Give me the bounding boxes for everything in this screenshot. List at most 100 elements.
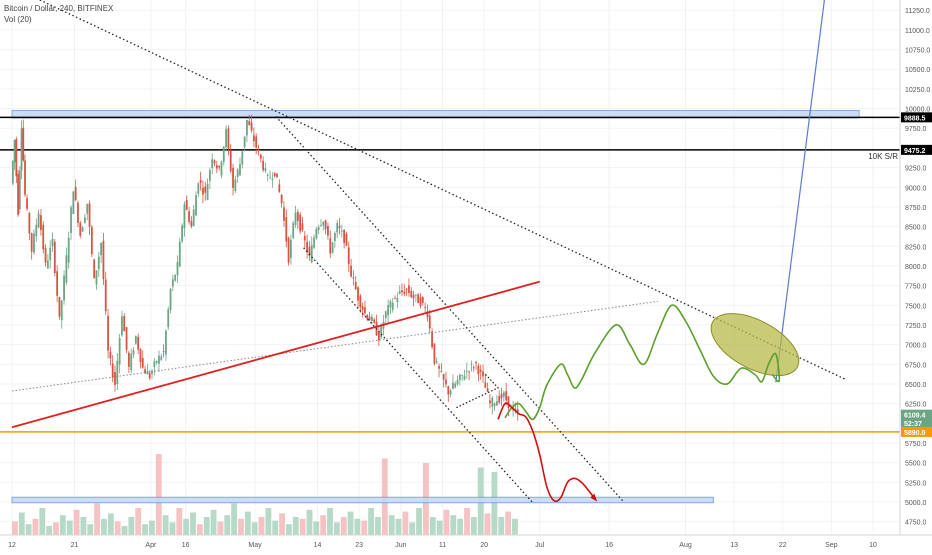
candle-body: [507, 396, 510, 409]
volume-bar: [155, 454, 162, 535]
candle-body: [331, 242, 334, 253]
time-tick-label: May: [248, 542, 262, 549]
candle-body: [306, 241, 309, 253]
red-trendline: [11, 280, 540, 429]
volume-bar: [333, 522, 340, 535]
candle-body: [280, 194, 283, 204]
candle-body: [479, 369, 482, 372]
candle-body: [46, 260, 49, 269]
candle-body: [141, 358, 144, 368]
volume-bar: [114, 521, 121, 535]
price-tick-label: 6250.0: [905, 402, 927, 409]
candle-body: [188, 211, 190, 222]
candle-body: [15, 139, 18, 177]
candle-body: [516, 409, 519, 413]
candle-body: [257, 149, 260, 151]
time-tick-label: 21: [71, 542, 79, 549]
candle-body: [49, 247, 52, 261]
candle-body: [206, 183, 209, 200]
candle-body: [421, 297, 424, 303]
candle-body: [394, 297, 396, 299]
volume-bar: [464, 508, 470, 535]
candle-body: [259, 154, 262, 159]
price-axis[interactable]: 11250.0 11000.0 10750.0 10500.0 10250.0 10000…: [899, 0, 932, 535]
candle-body: [299, 214, 302, 232]
candle-body: [468, 371, 471, 373]
red-arrow-head: [590, 493, 598, 502]
volume-bar: [59, 515, 66, 535]
price-tick-label: 6500.0: [905, 382, 927, 389]
volume-bar: [196, 524, 203, 535]
time-axis[interactable]: 12 21 Apr 16 May 14 23 Jun 11 20 Jul 16 Aug 13 22 Sep 10: [0, 534, 932, 549]
time-tick-label: 23: [355, 542, 363, 549]
volume-bar: [94, 503, 101, 535]
candle-body: [255, 136, 258, 148]
volume-bar: [450, 515, 457, 535]
price-tick-label: 5250.0: [905, 480, 927, 487]
candle-body: [447, 386, 450, 395]
time-tick-label: 14: [314, 542, 322, 549]
time-tick-label: 16: [605, 542, 613, 549]
price-tick-label: 5750.0: [905, 441, 927, 448]
time-tick-label: 22: [779, 542, 787, 549]
time-tick-label: 10: [869, 542, 877, 549]
candle-body: [502, 392, 505, 397]
candle-body: [134, 336, 137, 344]
candle-body: [97, 256, 100, 270]
candle-body: [77, 203, 79, 223]
volume-bar: [210, 509, 217, 535]
volume-bar: [66, 520, 73, 535]
candle-body: [324, 220, 327, 230]
volume-bar: [347, 511, 354, 535]
price-label-badge: [901, 144, 932, 155]
candle-body: [495, 401, 498, 406]
price-label-text: 9475.2: [904, 148, 926, 155]
volume-bar: [53, 522, 59, 535]
candle-body: [51, 238, 54, 247]
candle-body: [354, 281, 357, 290]
candle-body: [60, 300, 63, 321]
candle-body: [366, 315, 369, 320]
candle-body: [477, 365, 480, 375]
price-tick-label: 10000.0: [905, 107, 930, 114]
candle-body: [396, 298, 399, 303]
candle-body: [329, 238, 332, 254]
candle-body: [433, 343, 436, 364]
volume-bar: [505, 511, 512, 535]
candle-body: [11, 161, 14, 184]
volume-bar: [251, 522, 258, 535]
volume-bar: [238, 518, 244, 535]
candle-body: [364, 307, 366, 313]
candle-body: [102, 240, 105, 280]
volume-bar: [12, 521, 18, 535]
volume-bar: [395, 518, 402, 535]
candle-body: [227, 128, 230, 149]
candle-body: [165, 330, 167, 355]
candle-body: [428, 315, 431, 329]
volume-bar: [162, 515, 169, 535]
time-tick-label: Aug: [679, 542, 692, 549]
candle-body: [18, 170, 21, 210]
candle-body: [67, 237, 70, 263]
candle-body: [58, 296, 61, 317]
candle-body: [137, 336, 140, 350]
volume-bar: [107, 513, 114, 535]
candle-body: [118, 337, 121, 365]
candle-body: [234, 179, 237, 191]
candle-body: [63, 275, 65, 301]
candle-body: [377, 332, 380, 341]
candle-body: [343, 229, 346, 244]
volume-bar: [231, 503, 238, 535]
candle-body: [417, 294, 420, 304]
candle-body: [482, 371, 484, 377]
price-label-text: 52:37: [904, 421, 922, 428]
candle-body: [380, 324, 383, 338]
candle-body: [222, 146, 225, 163]
candle-body: [398, 291, 401, 294]
candle-body: [195, 195, 197, 216]
candle-body: [42, 224, 45, 250]
volume-bar: [135, 508, 142, 535]
volume-bar: [258, 517, 265, 535]
